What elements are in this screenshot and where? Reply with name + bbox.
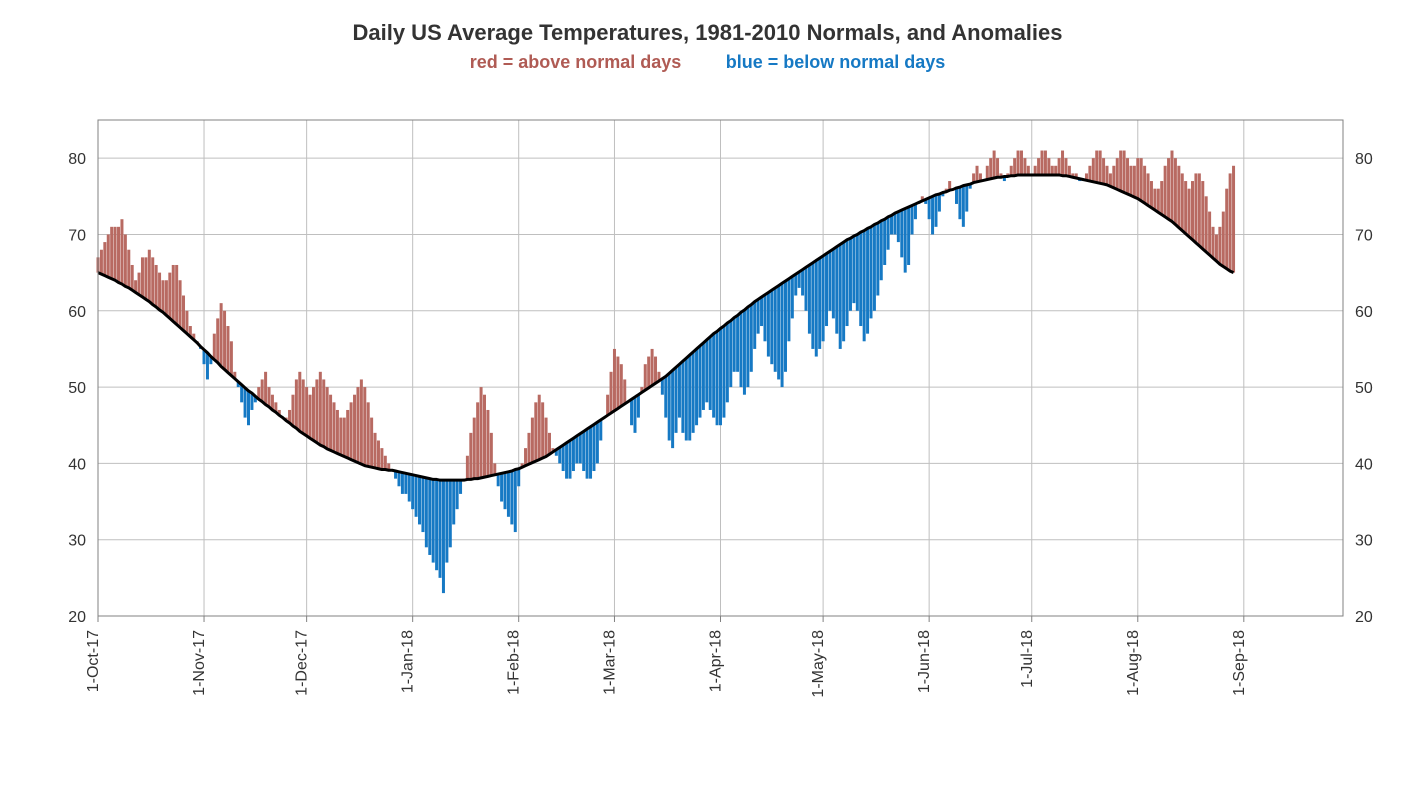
- svg-text:80: 80: [1355, 151, 1373, 168]
- svg-text:60: 60: [68, 304, 86, 321]
- chart-title: Daily US Average Temperatures, 1981-2010…: [352, 20, 1062, 45]
- svg-text:1-Jul-18: 1-Jul-18: [1019, 630, 1036, 688]
- svg-text:60: 60: [1355, 304, 1373, 321]
- svg-text:1-Feb-18: 1-Feb-18: [506, 630, 523, 695]
- svg-text:50: 50: [1355, 380, 1373, 397]
- svg-text:1-Sep-18: 1-Sep-18: [1231, 630, 1248, 696]
- svg-text:1-Jun-18: 1-Jun-18: [916, 630, 933, 693]
- svg-text:1-Apr-18: 1-Apr-18: [708, 630, 725, 692]
- svg-text:1-Nov-17: 1-Nov-17: [191, 630, 208, 696]
- svg-text:1-May-18: 1-May-18: [810, 630, 827, 698]
- svg-text:1-Dec-17: 1-Dec-17: [294, 630, 311, 696]
- svg-text:30: 30: [1355, 533, 1373, 550]
- plot-area: 20 20 30 30 40 40 50 50 60 60 70 70 80 80 1-Oct-17 1-No…: [0, 0, 1415, 791]
- temperature-anomaly-chart: Daily US Average Temperatures, 1981-2010…: [0, 0, 1415, 791]
- svg-text:1-Mar-18: 1-Mar-18: [601, 630, 618, 695]
- svg-text:40: 40: [68, 456, 86, 473]
- svg-text:70: 70: [1355, 227, 1373, 244]
- svg-text:40: 40: [1355, 456, 1373, 473]
- legend-above: red = above normal days: [470, 52, 682, 72]
- svg-text:20: 20: [1355, 609, 1373, 626]
- svg-text:50: 50: [68, 380, 86, 397]
- svg-text:20: 20: [68, 609, 86, 626]
- svg-text:1-Jan-18: 1-Jan-18: [400, 630, 417, 693]
- svg-text:30: 30: [68, 533, 86, 550]
- svg-text:80: 80: [68, 151, 86, 168]
- svg-text:1-Oct-17: 1-Oct-17: [85, 630, 102, 692]
- svg-text:70: 70: [68, 227, 86, 244]
- legend-below: blue = below normal days: [726, 52, 946, 72]
- svg-text:1-Aug-18: 1-Aug-18: [1125, 630, 1142, 696]
